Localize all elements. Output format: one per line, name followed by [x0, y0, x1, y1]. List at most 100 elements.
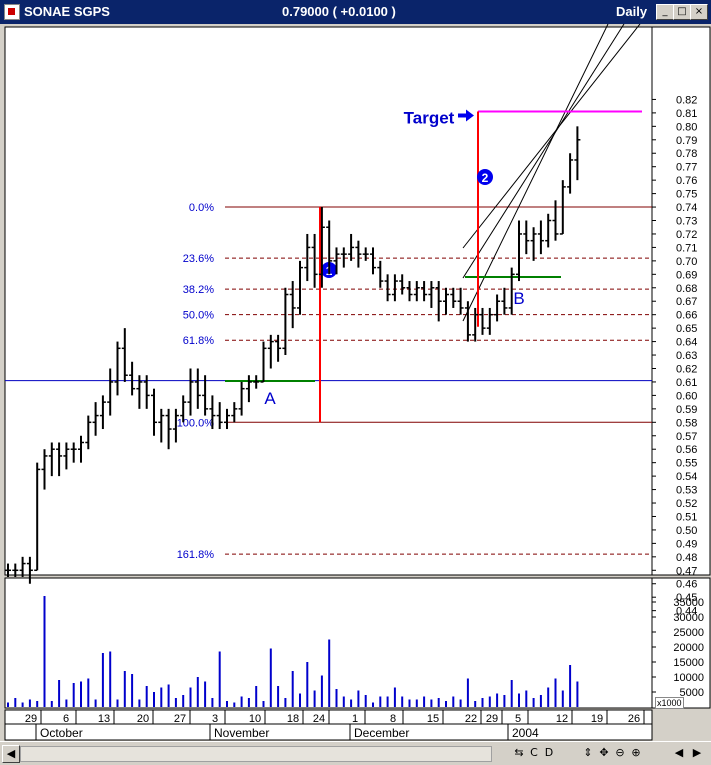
prev-button[interactable]: ◀	[674, 746, 684, 759]
volume-units-label: x1000	[655, 697, 684, 709]
date-axis	[4, 709, 653, 741]
date-tick-label: 13	[98, 713, 110, 725]
window-title: SONAE SGPS	[24, 4, 110, 19]
fib-label: 38.2%	[183, 284, 214, 296]
y-tick-label: 0.69	[676, 269, 697, 281]
month-label: October	[40, 726, 83, 740]
fib-label: 0.0%	[189, 202, 214, 214]
y-tick-label: 0.82	[676, 94, 697, 106]
date-tick-label: 19	[591, 713, 603, 725]
y-tick-label: 0.46	[676, 579, 697, 591]
vertical-resize-icon[interactable]: ⇕	[583, 746, 593, 759]
date-tick-label: 26	[628, 713, 640, 725]
y-tick-label: 0.63	[676, 350, 697, 362]
y-tick-label: 0.78	[676, 148, 697, 160]
volume-tick-label: 5000	[680, 687, 704, 699]
chart-area[interactable]: 0.82 0.810.80 0.790.78 0.770.76 0.750.74 0.73…	[0, 24, 711, 741]
date-tick-label: 12	[556, 713, 568, 725]
y-tick-label: 0.70	[676, 256, 697, 268]
channel-middle	[462, 24, 625, 279]
fib-label: 161.8%	[177, 549, 215, 561]
target-label: Target	[404, 109, 455, 128]
price-axis	[651, 26, 711, 576]
date-tick-label: 20	[137, 713, 149, 725]
compress-button[interactable]: C	[530, 746, 538, 759]
y-tick-label: 0.54	[676, 471, 697, 483]
date-tick-label: 5	[515, 713, 521, 725]
close-button[interactable]: ×	[690, 4, 708, 20]
y-tick-label: 0.49	[676, 538, 697, 550]
volume-axis	[651, 577, 711, 709]
y-tick-label: 0.53	[676, 485, 697, 497]
y-tick-label: 0.77	[676, 162, 697, 174]
bottom-toolbar: ◀ ⇆ C D ⇕ ✥ ⊖ ⊕ ◀ ▶	[0, 741, 711, 765]
date-tick-label: 18	[287, 713, 299, 725]
volume-tick-label: 25000	[673, 627, 704, 639]
y-tick-label: 0.48	[676, 552, 697, 564]
y-tick-label: 0.52	[676, 498, 697, 510]
y-tick-label: 0.72	[676, 229, 697, 241]
date-tick-label: 24	[313, 713, 325, 725]
price-panel	[4, 26, 653, 576]
y-tick-label: 0.66	[676, 310, 697, 322]
y-tick-label: 0.80	[676, 121, 697, 133]
date-tick-label: 1	[352, 713, 358, 725]
y-tick-label: 0.76	[676, 175, 697, 187]
date-tick-label: 8	[390, 713, 396, 725]
channel-upper	[462, 24, 609, 322]
chart-app-icon[interactable]	[4, 4, 20, 20]
price-readout: 0.79000 ( +0.0100 )	[282, 4, 396, 19]
y-tick-label: 0.44	[676, 606, 697, 618]
date-tick-label: 29	[25, 713, 37, 725]
fib-label: 50.0%	[183, 310, 214, 322]
y-tick-label: 0.81	[676, 108, 697, 120]
date-tick-label: 27	[174, 713, 186, 725]
maximize-button[interactable]: □	[673, 4, 691, 20]
y-tick-label: 0.73	[676, 216, 697, 228]
next-button[interactable]: ▶	[692, 746, 702, 759]
y-tick-label: 0.57	[676, 431, 697, 443]
y-tick-label: 0.45	[676, 592, 697, 604]
zoom-in-icon[interactable]: ⊕	[631, 746, 641, 759]
y-tick-label: 0.75	[676, 189, 697, 201]
date-tick-label: 22	[465, 713, 477, 725]
month-label: November	[214, 726, 269, 740]
y-tick-label: 0.47	[676, 565, 697, 577]
support-label-b: B	[513, 289, 524, 308]
y-tick-label: 0.67	[676, 296, 697, 308]
horizontal-scrollbar[interactable]	[20, 746, 492, 762]
fib-label: 23.6%	[183, 253, 214, 265]
measure-marker-2	[477, 169, 493, 185]
y-tick-label: 0.79	[676, 135, 697, 147]
scroll-left-button[interactable]: ◀	[2, 745, 20, 763]
date-tick-label: 15	[427, 713, 439, 725]
month-label: 2004	[512, 726, 539, 740]
zoom-out-icon[interactable]: ⊖	[615, 746, 625, 759]
title-bar: SONAE SGPS 0.79000 ( +0.0100 ) Daily _ □…	[0, 0, 711, 24]
daily-button[interactable]: D	[544, 746, 554, 759]
support-label-a: A	[264, 389, 276, 408]
date-tick-label: 3	[212, 713, 218, 725]
month-label: December	[354, 726, 409, 740]
scroll-sync-icon[interactable]: ⇆	[514, 746, 524, 759]
channel-middle-2	[462, 24, 641, 249]
period-label: Daily	[616, 4, 648, 19]
fib-label: 100.0%	[177, 417, 215, 429]
y-tick-label: 0.61	[676, 377, 697, 389]
y-tick-label: 0.59	[676, 404, 697, 416]
fib-label: 61.8%	[183, 335, 214, 347]
y-tick-label: 0.56	[676, 444, 697, 456]
date-tick-label: 10	[249, 713, 261, 725]
y-tick-label: 0.71	[676, 242, 697, 254]
y-tick-label: 0.62	[676, 363, 697, 375]
y-tick-label: 0.68	[676, 283, 697, 295]
measure-marker-2-label: 2	[482, 171, 489, 185]
volume-tick-label: 30000	[673, 612, 704, 624]
move-icon[interactable]: ✥	[599, 746, 609, 759]
y-tick-label: 0.64	[676, 337, 697, 349]
y-tick-label: 0.65	[676, 323, 697, 335]
date-tick-label: 6	[63, 713, 69, 725]
target-arrow-icon	[458, 109, 474, 122]
y-tick-label: 0.74	[676, 202, 697, 214]
minimize-button[interactable]: _	[656, 4, 674, 20]
